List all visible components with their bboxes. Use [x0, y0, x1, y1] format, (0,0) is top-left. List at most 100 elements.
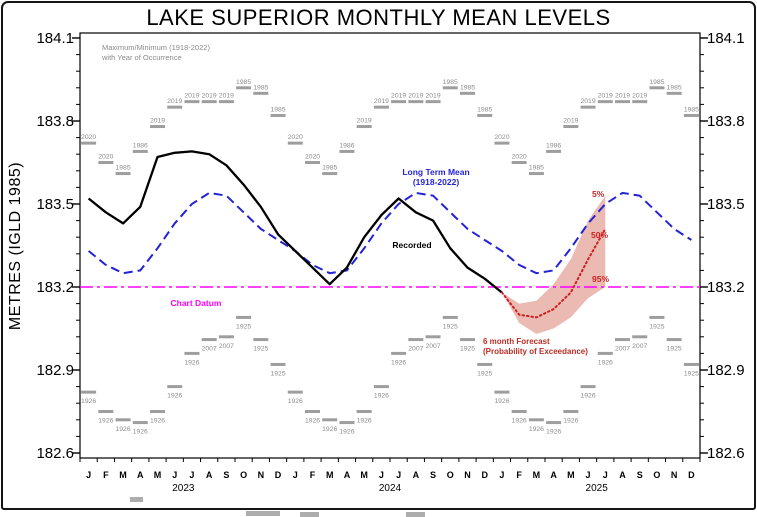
max-marker-year: 1985	[115, 165, 130, 172]
max-marker-year: 2019	[615, 93, 630, 100]
min-marker-year: 1926	[512, 418, 527, 425]
bottom-edge-artifact	[406, 512, 425, 517]
x-month-label: M	[119, 470, 127, 480]
min-marker-year: 2007	[425, 343, 440, 350]
max-marker-year: 2020	[305, 154, 320, 161]
y-tick-label-right: 183.5	[707, 196, 745, 213]
max-marker-year: 2019	[150, 118, 165, 125]
x-month-label: O	[447, 470, 454, 480]
max-marker-year: 2019	[408, 93, 423, 100]
min-marker-year: 2007	[615, 346, 630, 353]
max-marker-year: 1986	[133, 142, 148, 149]
min-marker-year: 1926	[391, 359, 406, 366]
max-marker-year: 2019	[184, 93, 199, 100]
x-month-label: A	[619, 470, 626, 480]
min-marker-year: 2007	[632, 343, 647, 350]
max-marker-year: 1985	[443, 79, 458, 86]
min-marker-year: 1926	[98, 418, 113, 425]
max-marker-year: 2019	[202, 93, 217, 100]
forecast-label-line1: 6 month Forecast	[483, 337, 550, 346]
x-month-label: A	[413, 470, 420, 480]
x-month-label: S	[430, 470, 436, 480]
max-marker-year: 1985	[684, 106, 699, 113]
min-marker-year: 1926	[167, 393, 182, 400]
min-marker-year: 2007	[408, 346, 423, 353]
x-month-label: N	[671, 470, 678, 480]
min-marker-year: 1926	[563, 418, 578, 425]
max-marker-year: 2019	[580, 98, 595, 105]
min-marker-year: 1926	[357, 418, 372, 425]
min-marker-year: 1926	[150, 418, 165, 425]
maxmin-legend-line2: with Year of Occurrence	[102, 52, 182, 62]
bottom-edge-artifact	[300, 512, 319, 517]
x-month-label: J	[586, 470, 591, 480]
x-month-label: S	[637, 470, 643, 480]
long-term-mean-label: Long Term Mean (1918-2022)	[393, 167, 479, 187]
max-marker-year: 1985	[253, 84, 268, 91]
max-marker-year: 2019	[357, 118, 372, 125]
min-marker-year: 1926	[598, 359, 613, 366]
x-month-label: J	[86, 470, 91, 480]
x-month-label: M	[533, 470, 541, 480]
min-marker-year: 2007	[202, 346, 217, 353]
bottom-edge-artifact	[246, 511, 280, 516]
x-month-label: F	[516, 470, 522, 480]
min-marker-year: 1925	[270, 370, 285, 377]
x-month-label: J	[293, 470, 298, 480]
x-month-label: M	[326, 470, 334, 480]
x-month-label: J	[379, 470, 384, 480]
max-marker-year: 1985	[270, 106, 285, 113]
min-marker-year: 1925	[649, 323, 664, 330]
x-month-label: F	[103, 470, 109, 480]
x-month-label: A	[550, 470, 557, 480]
chart-datum-label: Chart Datum	[170, 298, 222, 308]
x-month-label: N	[464, 470, 471, 480]
max-marker-year: 2020	[512, 154, 527, 161]
forecast-50pct-label: 50%	[591, 230, 609, 240]
x-month-label: A	[206, 470, 213, 480]
max-marker-year: 1986	[546, 142, 561, 149]
x-month-label: J	[189, 470, 194, 480]
max-marker-year: 2019	[167, 98, 182, 105]
x-month-label: O	[653, 470, 660, 480]
max-marker-year: 1985	[236, 79, 251, 86]
forecast-band	[501, 195, 606, 334]
max-marker-year: 2020	[288, 134, 303, 141]
min-marker-year: 1926	[580, 393, 595, 400]
forecast-95pct-label: 95%	[592, 274, 610, 284]
max-marker-year: 1985	[322, 165, 337, 172]
y-tick-label-left: 182.6	[36, 445, 74, 462]
min-marker-year: 2007	[219, 343, 234, 350]
max-marker-year: 2019	[632, 93, 647, 100]
min-marker-year: 1925	[460, 346, 475, 353]
y-tick-label-right: 182.6	[707, 445, 745, 462]
min-marker-year: 1925	[253, 346, 268, 353]
recorded-line	[87, 150, 503, 294]
x-month-label: D	[688, 470, 695, 480]
min-marker-year: 1926	[184, 359, 199, 366]
y-tick-label-left: 183.5	[36, 196, 74, 213]
max-marker-year: 2019	[598, 93, 613, 100]
ltm-label-line2: (1918-2022)	[412, 177, 460, 187]
x-month-label: J	[172, 470, 177, 480]
x-month-label: M	[567, 470, 575, 480]
x-year-label: 2025	[586, 483, 609, 494]
recorded-label: Recorded	[392, 240, 432, 250]
y-axis-label: METRES (IGLD 1985)	[7, 161, 24, 331]
maxmin-legend-line1: Maximum/Minimum (1918-2022)	[102, 43, 210, 52]
max-marker-year: 1985	[460, 84, 475, 91]
x-month-label: F	[310, 470, 316, 480]
max-marker-year: 2020	[98, 154, 113, 161]
max-marker-year: 2019	[425, 93, 440, 100]
x-month-label: N	[258, 470, 265, 480]
max-marker-year: 1985	[529, 165, 544, 172]
min-marker-year: 1926	[305, 418, 320, 425]
forecast-5pct-label: 5%	[592, 189, 605, 199]
y-tick-label-right: 183.2	[707, 279, 745, 296]
x-year-label: 2024	[379, 483, 402, 494]
x-month-label: D	[275, 470, 282, 480]
max-marker-year: 1985	[667, 84, 682, 91]
min-marker-year: 1926	[339, 429, 354, 436]
max-marker-year: 2020	[494, 134, 509, 141]
